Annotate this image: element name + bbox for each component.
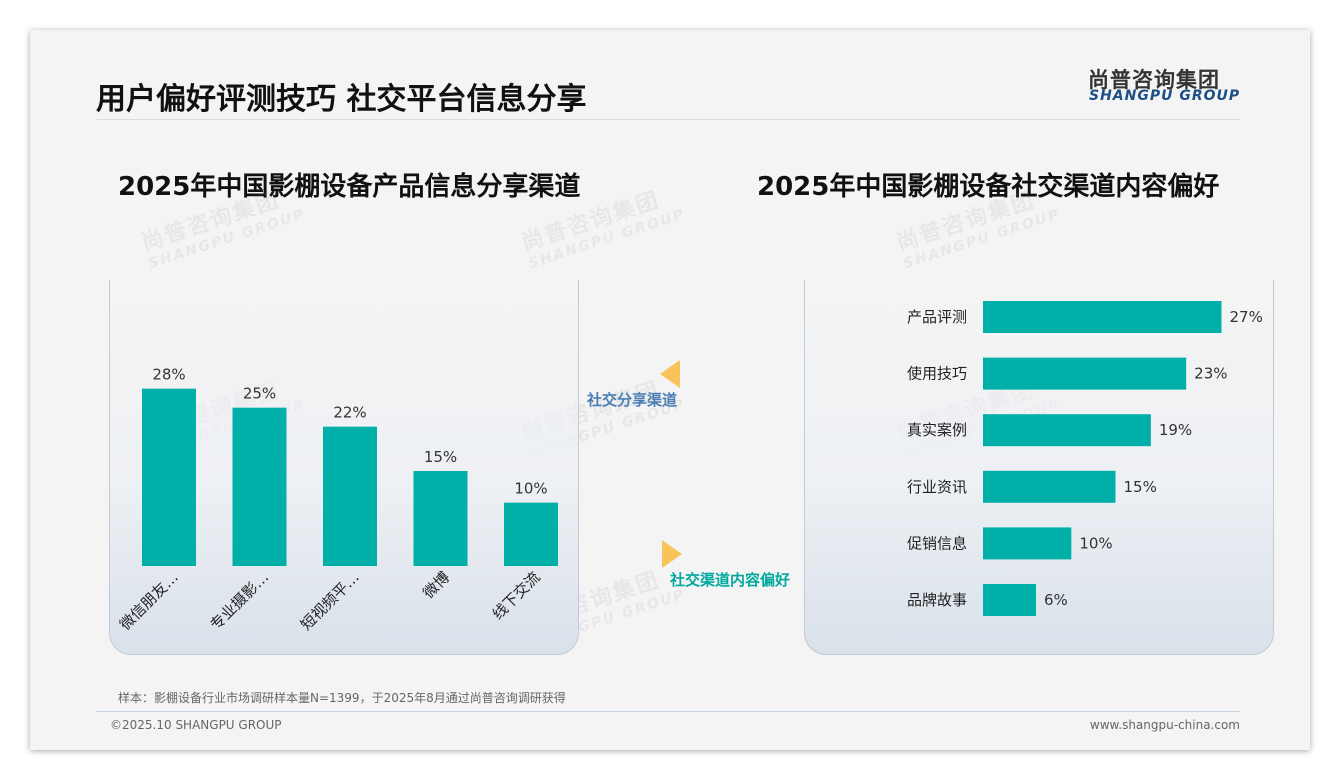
category-label-3: 微博: [419, 568, 453, 602]
hbar-value-label-5: 6%: [1044, 591, 1068, 609]
category-label-1: 专业摄影…: [207, 568, 273, 634]
bar-3: [413, 471, 468, 566]
hbar-category-label-4: 促销信息: [907, 534, 967, 552]
logo-english: SHANGPU GROUP: [1089, 88, 1241, 104]
bar-0: [142, 388, 196, 566]
hbar-value-label-3: 15%: [1124, 478, 1157, 496]
value-label-1: 25%: [243, 385, 276, 403]
value-label-2: 22%: [333, 404, 366, 422]
slide: 用户偏好评测技巧 社交平台信息分享 尚普咨询集团 SHANGPU GROUP 2…: [30, 30, 1310, 750]
bar-1: [232, 407, 287, 566]
header-divider: [96, 119, 1240, 120]
category-label-2: 短视频平…: [297, 568, 363, 634]
arrow-label-content-preference: 社交渠道内容偏好: [670, 571, 791, 589]
hbar-category-label-5: 品牌故事: [907, 591, 967, 609]
footer-divider: [96, 711, 1240, 712]
hbar-value-label-2: 19%: [1159, 421, 1192, 439]
category-label-4: 线下交流: [489, 568, 544, 623]
page-title: 用户偏好评测技巧 社交平台信息分享: [96, 82, 587, 117]
footer-sample-note: 样本：影棚设备行业市场调研样本量N=1399，于2025年8月通过尚普咨询调研获…: [118, 691, 566, 705]
hbar-category-label-2: 真实案例: [907, 421, 967, 439]
left-chart-title: 2025年中国影棚设备产品信息分享渠道: [118, 172, 581, 202]
arrow-label-share-channel: 社交分享渠道: [587, 391, 678, 409]
hbar-value-label-4: 10%: [1079, 534, 1112, 552]
hbar-0: [983, 301, 1222, 333]
value-label-0: 28%: [152, 366, 185, 384]
hbar-category-label-0: 产品评测: [907, 308, 967, 326]
hbar-4: [983, 527, 1072, 560]
hbar-5: [983, 584, 1036, 616]
right-chart-panel: 产品评测 27% 使用技巧 23% 真实案例 19% 行业资讯 15% 促销信息 10% 品牌故事 6…: [804, 280, 1274, 655]
right-arrow-icon: [662, 540, 682, 568]
right-chart-title: 2025年中国影棚设备社交渠道内容偏好: [757, 172, 1220, 202]
hbar-1: [983, 357, 1187, 390]
bar-2: [323, 426, 377, 566]
hbar-category-label-3: 行业资讯: [907, 478, 967, 496]
bar-4: [504, 502, 558, 566]
vertical-bar-chart: 28% 微信朋友… 25% 专业摄影… 22% 短视频平… 15% 微博 10% 线下交流: [116, 366, 558, 634]
left-chart-panel: 28% 微信朋友… 25% 专业摄影… 22% 短视频平… 15% 微博 10% 线下交流: [109, 280, 579, 655]
hbar-2: [983, 414, 1151, 447]
category-label-0: 微信朋友…: [116, 568, 182, 634]
footer-copyright: ©2025.10 SHANGPU GROUP: [110, 718, 282, 732]
footer-website-link[interactable]: www.shangpu-china.com: [1089, 718, 1240, 732]
left-arrow-icon: [660, 360, 680, 388]
hbar-value-label-0: 27%: [1230, 308, 1263, 326]
hbar-3: [983, 470, 1116, 503]
hbar-category-label-1: 使用技巧: [907, 365, 967, 383]
logo-chinese: 尚普咨询集团: [1088, 68, 1220, 92]
value-label-4: 10%: [514, 480, 547, 498]
hbar-value-label-1: 23%: [1194, 365, 1227, 383]
horizontal-bar-chart: 产品评测 27% 使用技巧 23% 真实案例 19% 行业资讯 15% 促销信息 10% 品牌故事 6…: [907, 301, 1263, 616]
value-label-3: 15%: [424, 448, 457, 466]
